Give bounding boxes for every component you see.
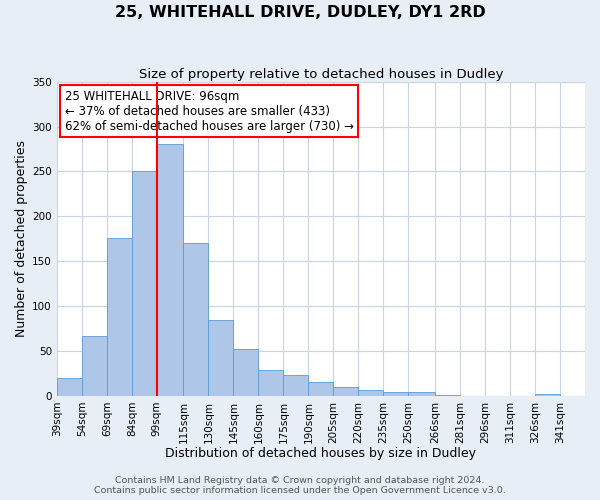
Bar: [334, 387, 358, 396]
Bar: [435, 395, 460, 396]
Bar: [283, 375, 308, 396]
Y-axis label: Number of detached properties: Number of detached properties: [15, 140, 28, 338]
Bar: [208, 320, 233, 396]
Bar: [409, 392, 435, 396]
Bar: [383, 392, 409, 396]
Bar: [107, 238, 132, 396]
Bar: [82, 336, 107, 396]
Title: Size of property relative to detached houses in Dudley: Size of property relative to detached ho…: [139, 68, 503, 80]
Bar: [184, 243, 208, 396]
Bar: [57, 378, 82, 396]
Text: Contains HM Land Registry data © Crown copyright and database right 2024.
Contai: Contains HM Land Registry data © Crown c…: [94, 476, 506, 495]
Bar: [132, 172, 157, 396]
X-axis label: Distribution of detached houses by size in Dudley: Distribution of detached houses by size …: [166, 447, 476, 460]
Bar: [157, 144, 184, 396]
Bar: [259, 370, 283, 396]
Text: 25 WHITEHALL DRIVE: 96sqm
← 37% of detached houses are smaller (433)
62% of semi: 25 WHITEHALL DRIVE: 96sqm ← 37% of detac…: [65, 90, 354, 132]
Bar: [535, 394, 560, 396]
Bar: [308, 382, 334, 396]
Text: 25, WHITEHALL DRIVE, DUDLEY, DY1 2RD: 25, WHITEHALL DRIVE, DUDLEY, DY1 2RD: [115, 5, 485, 20]
Bar: [358, 390, 383, 396]
Bar: [233, 349, 259, 396]
